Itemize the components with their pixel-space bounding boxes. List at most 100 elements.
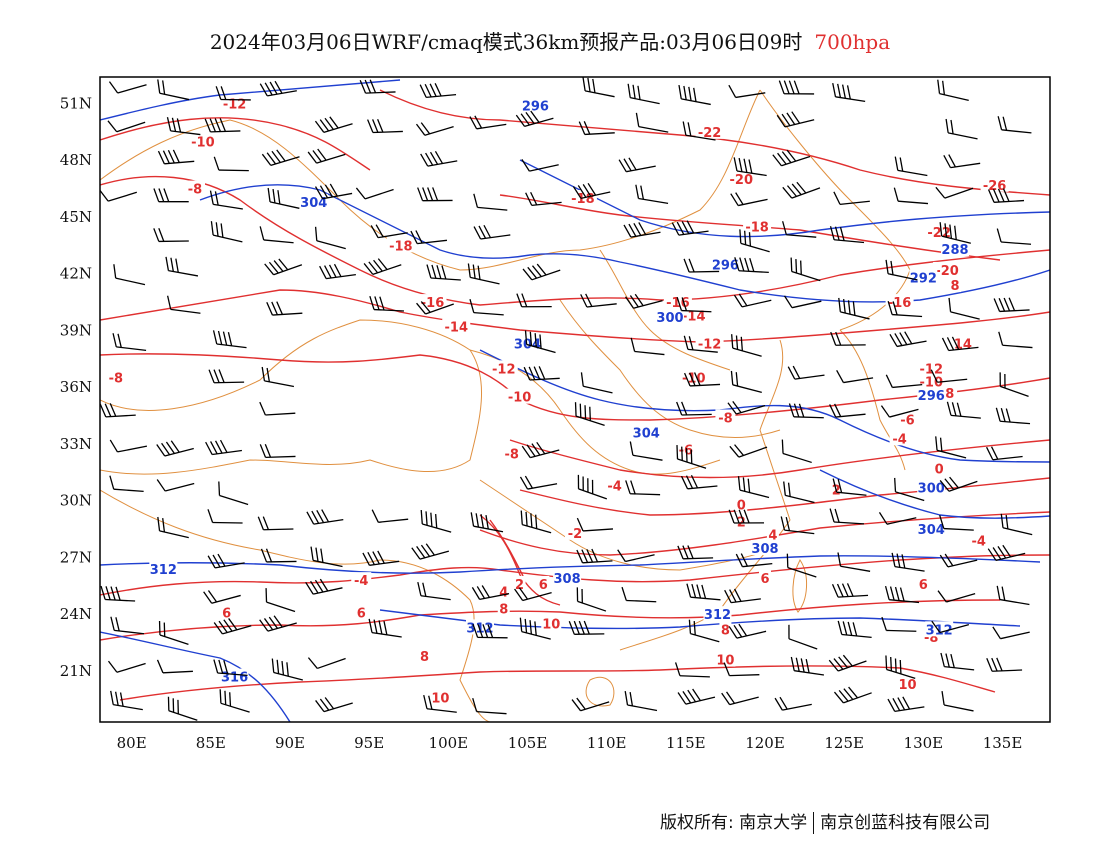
lon-label: 85E: [196, 734, 226, 752]
temp-contour: [479, 511, 1050, 556]
temperature-label-bg: [917, 360, 946, 376]
temperature-label-bg: [188, 133, 217, 149]
temperature-label: -4: [354, 574, 368, 589]
lon-label: 115E: [666, 734, 706, 752]
wind-barb: [423, 694, 457, 713]
height-contour: [100, 631, 291, 722]
wind-barb: [627, 83, 660, 105]
wind-barb: [986, 446, 1023, 461]
height-label-bg: [703, 606, 732, 622]
temperature-label-bg: [897, 411, 918, 427]
wind-barb: [937, 590, 976, 603]
wind-barb: [617, 549, 655, 563]
wind-barb: [739, 229, 770, 253]
temp-contour: [509, 439, 1050, 479]
temperature-label-bg: [933, 460, 946, 476]
temperature-label: -8: [109, 372, 123, 387]
temperature-label-bg: [715, 651, 736, 667]
temp-contour: [119, 665, 996, 701]
wind-barb: [257, 516, 294, 531]
temperature-label: -18: [571, 192, 595, 207]
temperature-label-bg: [489, 360, 518, 376]
wind-barb: [580, 372, 613, 394]
temperature-label: -14: [682, 309, 706, 324]
temperature-label: -12: [223, 97, 247, 112]
wind-barb: [219, 689, 250, 713]
wind-barb: [993, 297, 1030, 313]
wind-barb: [370, 224, 408, 239]
temperature-label: -4: [972, 534, 986, 549]
provincial-lines-3: [479, 479, 771, 571]
height-label: 308: [751, 542, 778, 557]
temperature-label-bg: [565, 524, 585, 540]
wind-barb: [837, 620, 872, 639]
temp-contour: [100, 175, 1050, 306]
temperature-label: -10: [508, 391, 532, 406]
height-label-bg: [149, 560, 178, 576]
wind-barb: [362, 550, 400, 566]
lon-label: 80E: [117, 734, 147, 752]
wind-barb: [625, 293, 663, 309]
temperature-label: 8: [950, 279, 959, 294]
wind-barb: [730, 192, 768, 207]
temp-contour: [100, 117, 371, 171]
wind-barb: [582, 77, 615, 98]
temperature-label: 6: [222, 606, 231, 621]
wind-barb: [205, 439, 242, 456]
wind-barb: [210, 221, 243, 243]
wind-barb: [734, 257, 769, 274]
wind-barb: [417, 581, 451, 601]
wind-barb: [992, 626, 1030, 640]
wind-barb: [319, 263, 356, 280]
lon-label: 120E: [745, 734, 785, 752]
wind-barb: [157, 516, 189, 539]
provincial-lines-1: [469, 349, 721, 475]
height-label-bg: [632, 424, 661, 440]
height-label: 312: [704, 608, 731, 623]
wind-barb: [674, 662, 710, 678]
wind-barb: [621, 586, 657, 603]
wind-barb: [894, 477, 925, 502]
wind-barb: [987, 544, 1026, 562]
lat-label: 39N: [60, 321, 92, 339]
temperature-label-bg: [355, 604, 368, 620]
wind-barb: [112, 333, 147, 352]
wind-barb: [107, 120, 146, 133]
temperature-label: 2: [515, 578, 524, 593]
tibet-plateau-outline: [100, 319, 482, 475]
height-label-bg: [917, 386, 946, 402]
wind-barb: [778, 80, 815, 95]
wind-barb: [783, 295, 822, 309]
wind-barb: [165, 256, 199, 277]
temp-contour: [379, 89, 1050, 196]
temperature-label-bg: [949, 277, 961, 293]
height-contour: [100, 555, 1041, 574]
wind-barb: [1000, 513, 1033, 536]
temperature-label: 10: [431, 691, 449, 706]
wind-barb: [259, 80, 297, 97]
temperature-label: -4: [892, 432, 906, 447]
temperature-label: -16: [888, 296, 912, 311]
temperature-label: 6: [357, 606, 366, 621]
map-frame: [99, 76, 1051, 723]
wind-barb: [157, 149, 195, 165]
temperature-label-bg: [885, 294, 914, 310]
wind-barb: [772, 149, 811, 167]
wind-barb: [677, 545, 714, 560]
wind-barb: [884, 585, 920, 604]
wind-barb: [578, 121, 615, 136]
height-label: 304: [633, 427, 660, 442]
title-level: 700hpa: [814, 30, 891, 54]
provincial-lines-2: [559, 299, 781, 438]
height-contour: [479, 349, 1050, 463]
wind-barb: [110, 616, 145, 635]
lon-label: 90E: [275, 734, 305, 752]
temperature-label-bg: [386, 237, 415, 253]
wind-barb: [267, 187, 300, 209]
height-label-bg: [553, 570, 582, 586]
copyright-separator: [813, 812, 815, 834]
temperature-label-bg: [735, 496, 748, 512]
temperature-label-bg: [917, 575, 930, 591]
temperature-label-bg: [430, 689, 451, 705]
wind-barb: [987, 188, 1025, 203]
